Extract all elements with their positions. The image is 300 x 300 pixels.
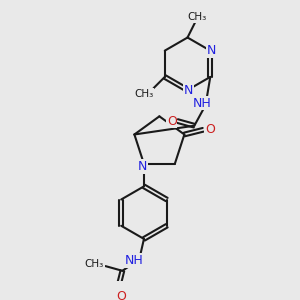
Text: N: N: [184, 84, 193, 97]
Text: NH: NH: [125, 254, 144, 267]
Text: CH₃: CH₃: [187, 12, 206, 22]
Text: CH₃: CH₃: [85, 259, 104, 269]
Text: O: O: [167, 115, 177, 128]
Text: NH: NH: [193, 97, 211, 110]
Text: O: O: [205, 123, 214, 136]
Text: N: N: [206, 44, 216, 57]
Text: N: N: [137, 160, 147, 173]
Text: CH₃: CH₃: [134, 89, 154, 99]
Text: O: O: [116, 290, 126, 300]
